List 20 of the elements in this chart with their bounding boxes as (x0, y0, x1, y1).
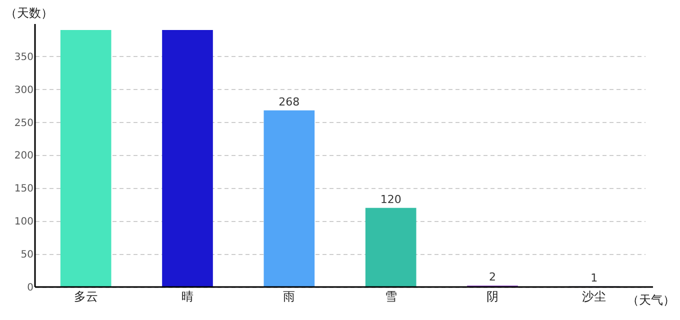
x-tick-label: 多云 (74, 290, 98, 304)
x-tick-label: 雨 (283, 290, 296, 304)
y-tick-label: 200 (14, 150, 34, 162)
x-tick-label: 沙尘 (582, 290, 606, 304)
y-tick-label: 250 (14, 118, 34, 129)
data-label: 120 (380, 192, 402, 206)
data-label: 1 (590, 271, 598, 284)
x-tick-label: 阴 (486, 290, 498, 304)
data-label: 2 (489, 270, 496, 284)
x-axis-title: （天气） (627, 293, 675, 307)
y-tick-label: 0 (27, 282, 34, 294)
x-tick-label: 晴 (182, 290, 194, 304)
x-tick-label: 雪 (384, 290, 397, 304)
y-tick-label: 50 (20, 250, 34, 261)
y-tick-label: 100 (14, 216, 34, 228)
y-axis-title: （天数） (5, 6, 53, 20)
data-label: 268 (278, 95, 300, 108)
y-tick-label: 150 (14, 184, 34, 195)
y-tick-label: 300 (14, 84, 34, 96)
y-tick-label: 350 (14, 52, 34, 63)
